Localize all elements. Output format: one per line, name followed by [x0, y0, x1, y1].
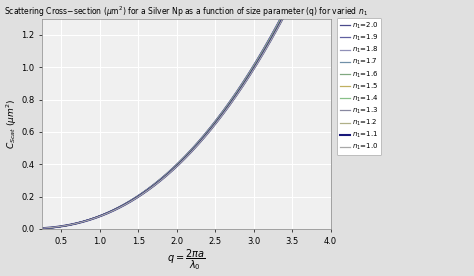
$n_1$=2.0 [196, 139, 202, 142]
Line: $n_1$=1.2: $n_1$=1.2 [44, 0, 331, 228]
$n_1$=1.5 [196, 140, 202, 144]
$n_1$=1.9 [41, 227, 46, 230]
$n_1$=1.0 [41, 226, 46, 230]
$n_1$=1.8 [177, 160, 183, 163]
Line: $n_1$=1.6: $n_1$=1.6 [44, 0, 331, 228]
Title: Scattering Cross$-$section ($\mu$m$^2$) for a Silver Np as a function of size pa: Scattering Cross$-$section ($\mu$m$^2$) … [4, 4, 368, 18]
Line: $n_1$=1.4: $n_1$=1.4 [44, 0, 331, 228]
$n_1$=1.6 [177, 160, 183, 164]
$n_1$=1.2 [41, 227, 46, 230]
$n_1$=1.9 [276, 20, 282, 23]
$n_1$=1.8 [41, 227, 46, 230]
$n_1$=1.2 [276, 23, 282, 27]
$n_1$=1.1 [177, 161, 183, 165]
$n_1$=1.2 [177, 161, 183, 164]
$n_1$=1.1 [276, 24, 282, 27]
$n_1$=1.6 [179, 159, 184, 162]
$n_1$=1.7 [41, 227, 46, 230]
$n_1$=2.0 [41, 227, 46, 230]
$n_1$=1.8 [276, 20, 282, 24]
$n_1$=1.4 [212, 122, 218, 126]
$n_1$=1.1 [212, 123, 218, 126]
$n_1$=1.9 [177, 160, 183, 163]
$n_1$=1.6 [196, 140, 202, 144]
$n_1$=1.4 [41, 227, 46, 230]
$n_1$=1.9 [179, 158, 184, 161]
$n_1$=2.0 [276, 19, 282, 23]
$n_1$=1.4 [179, 159, 184, 162]
Line: $n_1$=1.9: $n_1$=1.9 [44, 0, 331, 229]
$n_1$=1.7 [276, 21, 282, 24]
$n_1$=1.5 [276, 22, 282, 25]
$n_1$=1.1 [196, 142, 202, 145]
$n_1$=1.4 [276, 22, 282, 26]
$n_1$=1.3 [41, 227, 46, 230]
$n_1$=1.0 [179, 160, 184, 163]
$n_1$=1.2 [179, 160, 184, 163]
$n_1$=1.5 [212, 122, 218, 125]
$n_1$=1.8 [179, 158, 184, 161]
$n_1$=1.5 [179, 159, 184, 162]
Line: $n_1$=1.3: $n_1$=1.3 [44, 0, 331, 228]
Legend: $n_1$=2.0, $n_1$=1.9, $n_1$=1.8, $n_1$=1.7, $n_1$=1.6, $n_1$=1.5, $n_1$=1.4, $n_: $n_1$=2.0, $n_1$=1.9, $n_1$=1.8, $n_1$=1… [337, 18, 382, 155]
$n_1$=1.0 [196, 142, 202, 145]
$n_1$=1.3 [179, 159, 184, 163]
$n_1$=1.9 [212, 121, 218, 124]
$n_1$=2.0 [179, 158, 184, 161]
$n_1$=1.0 [276, 24, 282, 28]
$n_1$=1.8 [212, 121, 218, 124]
$n_1$=1.9 [196, 139, 202, 143]
$n_1$=1.7 [179, 158, 184, 162]
$n_1$=1.1 [41, 227, 46, 230]
$n_1$=2.0 [212, 120, 218, 124]
$n_1$=1.3 [212, 123, 218, 126]
$n_1$=1.2 [212, 123, 218, 126]
Line: $n_1$=1.5: $n_1$=1.5 [44, 0, 331, 228]
$n_1$=1.0 [177, 162, 183, 165]
$n_1$=2.0 [177, 159, 183, 163]
Line: $n_1$=1.8: $n_1$=1.8 [44, 0, 331, 229]
Line: $n_1$=2.0: $n_1$=2.0 [44, 0, 331, 229]
$n_1$=1.5 [41, 227, 46, 230]
$n_1$=1.6 [212, 121, 218, 125]
Line: $n_1$=1.1: $n_1$=1.1 [44, 0, 331, 228]
Line: $n_1$=1.7: $n_1$=1.7 [44, 0, 331, 229]
X-axis label: $q = \dfrac{2\pi a}{\lambda_0}$: $q = \dfrac{2\pi a}{\lambda_0}$ [167, 247, 206, 272]
$n_1$=1.3 [196, 141, 202, 144]
$n_1$=1.6 [276, 22, 282, 25]
$n_1$=1.4 [196, 141, 202, 144]
$n_1$=1.7 [212, 121, 218, 124]
$n_1$=1.6 [41, 227, 46, 230]
$n_1$=1.3 [276, 23, 282, 26]
$n_1$=1.4 [177, 161, 183, 164]
$n_1$=1.7 [196, 140, 202, 143]
$n_1$=1.7 [177, 160, 183, 163]
$n_1$=1.1 [179, 160, 184, 163]
Line: $n_1$=1.0: $n_1$=1.0 [44, 0, 331, 228]
$n_1$=1.0 [212, 123, 218, 127]
$n_1$=1.5 [177, 161, 183, 164]
$n_1$=1.3 [177, 161, 183, 164]
$n_1$=1.8 [196, 140, 202, 143]
$n_1$=1.2 [196, 141, 202, 145]
Y-axis label: $C_{Scat}$ ($\mu m^2$): $C_{Scat}$ ($\mu m^2$) [4, 99, 18, 149]
